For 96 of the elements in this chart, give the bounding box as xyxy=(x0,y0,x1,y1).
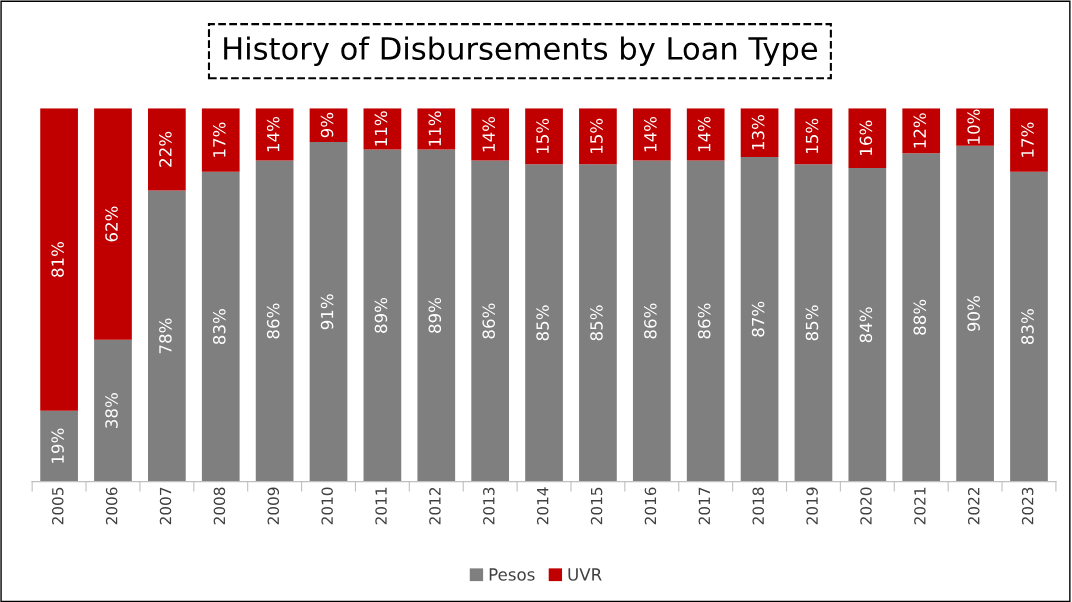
x-tick-label: 2019 xyxy=(806,487,818,525)
bar xyxy=(794,164,833,482)
x-tick-label: 2005 xyxy=(51,487,64,525)
data-label: 78% xyxy=(159,318,172,354)
x-tick-label: 2022 xyxy=(967,487,980,525)
x-tick-label: 2020 xyxy=(860,487,872,525)
x-tick-label: 2012 xyxy=(429,487,441,525)
data-label: 17% xyxy=(1021,122,1034,157)
bar xyxy=(40,108,78,411)
data-label: 15% xyxy=(536,118,549,154)
bar xyxy=(794,108,833,165)
data-label: 86% xyxy=(644,303,657,339)
bar xyxy=(94,339,132,482)
bar xyxy=(902,153,941,482)
bar xyxy=(1010,171,1048,482)
bar xyxy=(417,108,456,150)
data-label: 19% xyxy=(51,428,64,463)
data-label: 85% xyxy=(805,305,819,341)
data-label: 83% xyxy=(212,309,226,345)
data-label: 16% xyxy=(859,120,873,155)
bar xyxy=(40,410,78,482)
data-label: 83% xyxy=(1021,309,1034,345)
bar xyxy=(848,108,887,169)
bar xyxy=(1010,108,1048,172)
data-label: 17% xyxy=(212,122,226,157)
data-label: 15% xyxy=(590,118,603,154)
bar xyxy=(632,160,671,482)
bar xyxy=(309,141,348,482)
data-label: 14% xyxy=(697,116,711,152)
bar xyxy=(686,160,725,482)
bar xyxy=(201,171,240,482)
x-tick-label: 2009 xyxy=(267,487,280,525)
bar xyxy=(525,164,563,482)
data-label: 91% xyxy=(320,294,334,330)
bar xyxy=(255,108,294,161)
x-tick-label: 2007 xyxy=(159,487,172,525)
x-tick-label: 2018 xyxy=(752,487,764,525)
data-label: 22% xyxy=(159,131,172,167)
x-tick-label: 2006 xyxy=(105,487,118,525)
data-label: 12% xyxy=(913,113,927,148)
x-tick-label: 2014 xyxy=(536,487,549,525)
bar xyxy=(740,108,779,157)
bar xyxy=(363,149,402,482)
x-tick-label: 2008 xyxy=(213,487,226,525)
data-label: 10% xyxy=(967,109,980,144)
data-label: 87% xyxy=(751,301,765,337)
data-label: 11% xyxy=(374,111,388,146)
x-tick-label: 2016 xyxy=(644,487,657,525)
x-tick-label: 2011 xyxy=(375,487,387,525)
x-tick-label: 2021 xyxy=(914,487,926,525)
x-tick-label: 2015 xyxy=(590,487,603,525)
bar xyxy=(956,108,994,146)
data-label: 85% xyxy=(590,305,603,341)
bar xyxy=(525,108,563,165)
data-label: 89% xyxy=(374,297,388,333)
bar xyxy=(579,108,617,165)
data-label: 14% xyxy=(644,116,657,152)
data-label: 15% xyxy=(805,118,819,154)
bar xyxy=(956,145,994,482)
bar xyxy=(255,160,294,482)
data-label: 86% xyxy=(266,303,280,339)
data-label: 89% xyxy=(428,297,442,333)
x-tick-label: 2017 xyxy=(698,487,711,525)
bar xyxy=(94,108,132,340)
bar xyxy=(417,149,456,482)
chart-title: History of Disbursements by Loan Type xyxy=(224,36,818,66)
bar xyxy=(632,108,671,161)
bar xyxy=(471,160,510,482)
legend-label: UVR xyxy=(568,568,602,581)
bar xyxy=(148,190,186,482)
data-label: 14% xyxy=(482,116,495,152)
bar xyxy=(201,108,240,172)
x-tick-label: 2023 xyxy=(1021,487,1034,525)
data-label: 86% xyxy=(482,303,495,339)
data-label: 84% xyxy=(859,307,873,343)
bar xyxy=(471,108,510,161)
bar xyxy=(902,108,941,154)
legend-label: Pesos xyxy=(489,568,535,581)
data-label: 62% xyxy=(105,206,118,242)
bar xyxy=(740,156,779,482)
x-tick-label: 2010 xyxy=(321,487,333,525)
data-label: 81% xyxy=(51,241,64,277)
bar xyxy=(148,108,186,191)
bar xyxy=(848,168,887,482)
bar xyxy=(579,164,617,482)
data-label: 90% xyxy=(967,296,980,332)
x-tick-label: 2013 xyxy=(483,487,495,525)
data-label: 88% xyxy=(913,299,927,335)
data-label: 14% xyxy=(266,116,280,152)
data-label: 11% xyxy=(428,111,442,146)
data-label: 86% xyxy=(697,303,711,339)
data-label: 85% xyxy=(536,305,549,341)
data-label: 13% xyxy=(751,115,765,150)
data-label: 38% xyxy=(105,393,118,428)
bar xyxy=(686,108,725,161)
data-label: 9% xyxy=(320,112,334,138)
